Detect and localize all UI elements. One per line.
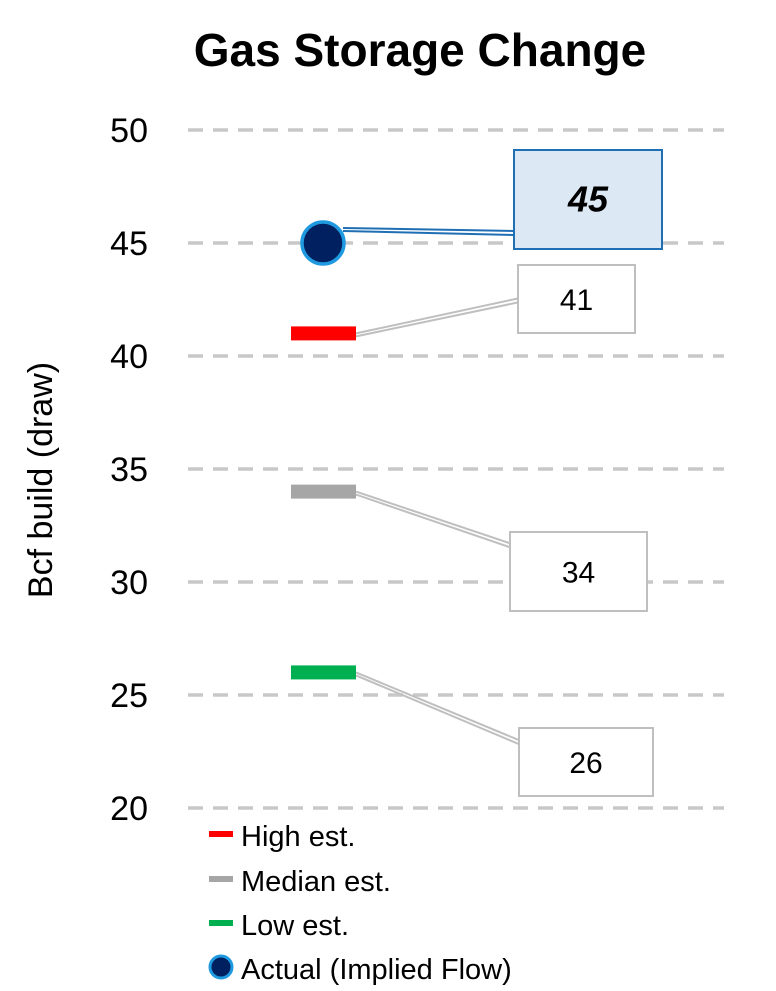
legend-label: High est. bbox=[241, 821, 355, 853]
y-axis-label: Bcf build (draw) bbox=[22, 362, 60, 598]
actual-callout-box bbox=[513, 149, 663, 250]
callout-leader bbox=[355, 671, 522, 742]
legend-marker bbox=[209, 831, 233, 837]
y-tick-label: 50 bbox=[110, 112, 148, 150]
y-tick-label: 45 bbox=[110, 225, 148, 263]
estimate-callout-box bbox=[509, 531, 648, 612]
data-label-callouts: 41 34 26 45 bbox=[509, 149, 663, 797]
data-label: 41 bbox=[560, 284, 593, 317]
legend-marker bbox=[209, 876, 233, 882]
callout-leaders bbox=[342, 227, 522, 746]
callout-leader bbox=[342, 227, 517, 232]
estimate-callout-box bbox=[517, 264, 636, 334]
legend-label: Median est. bbox=[241, 866, 391, 898]
callout-leader bbox=[355, 490, 513, 545]
callout-leader bbox=[355, 297, 521, 335]
chart-title: Gas Storage Change bbox=[194, 24, 646, 76]
y-tick-label: 30 bbox=[110, 564, 148, 602]
high-estimate-mark bbox=[291, 326, 356, 341]
y-tick-label: 25 bbox=[110, 677, 148, 715]
y-tick-label: 40 bbox=[110, 338, 148, 376]
legend-label: Low est. bbox=[241, 910, 349, 942]
legend-marker bbox=[209, 920, 233, 926]
gridlines bbox=[188, 128, 724, 810]
data-label: 45 bbox=[567, 179, 609, 220]
legend: High est. Median est. Low est. Actual (Impl… bbox=[208, 821, 512, 986]
callout-leader bbox=[355, 674, 522, 746]
callout-leader bbox=[355, 493, 513, 549]
low-estimate-mark bbox=[291, 665, 356, 680]
estimate-callout-box bbox=[518, 727, 654, 797]
legend-label: Actual (Implied Flow) bbox=[241, 954, 512, 986]
y-tick-label: 35 bbox=[110, 451, 148, 489]
actual-point bbox=[300, 220, 346, 266]
legend-marker-actual bbox=[208, 954, 234, 980]
data-marks bbox=[291, 220, 356, 680]
median-estimate-mark bbox=[291, 484, 356, 499]
y-tick-label: 20 bbox=[110, 790, 148, 828]
data-label: 26 bbox=[569, 747, 602, 780]
data-label: 34 bbox=[562, 557, 595, 590]
callout-leader bbox=[342, 230, 517, 236]
callout-leader bbox=[355, 301, 521, 338]
y-tick-labels: 50 45 40 35 30 25 20 bbox=[110, 112, 148, 828]
